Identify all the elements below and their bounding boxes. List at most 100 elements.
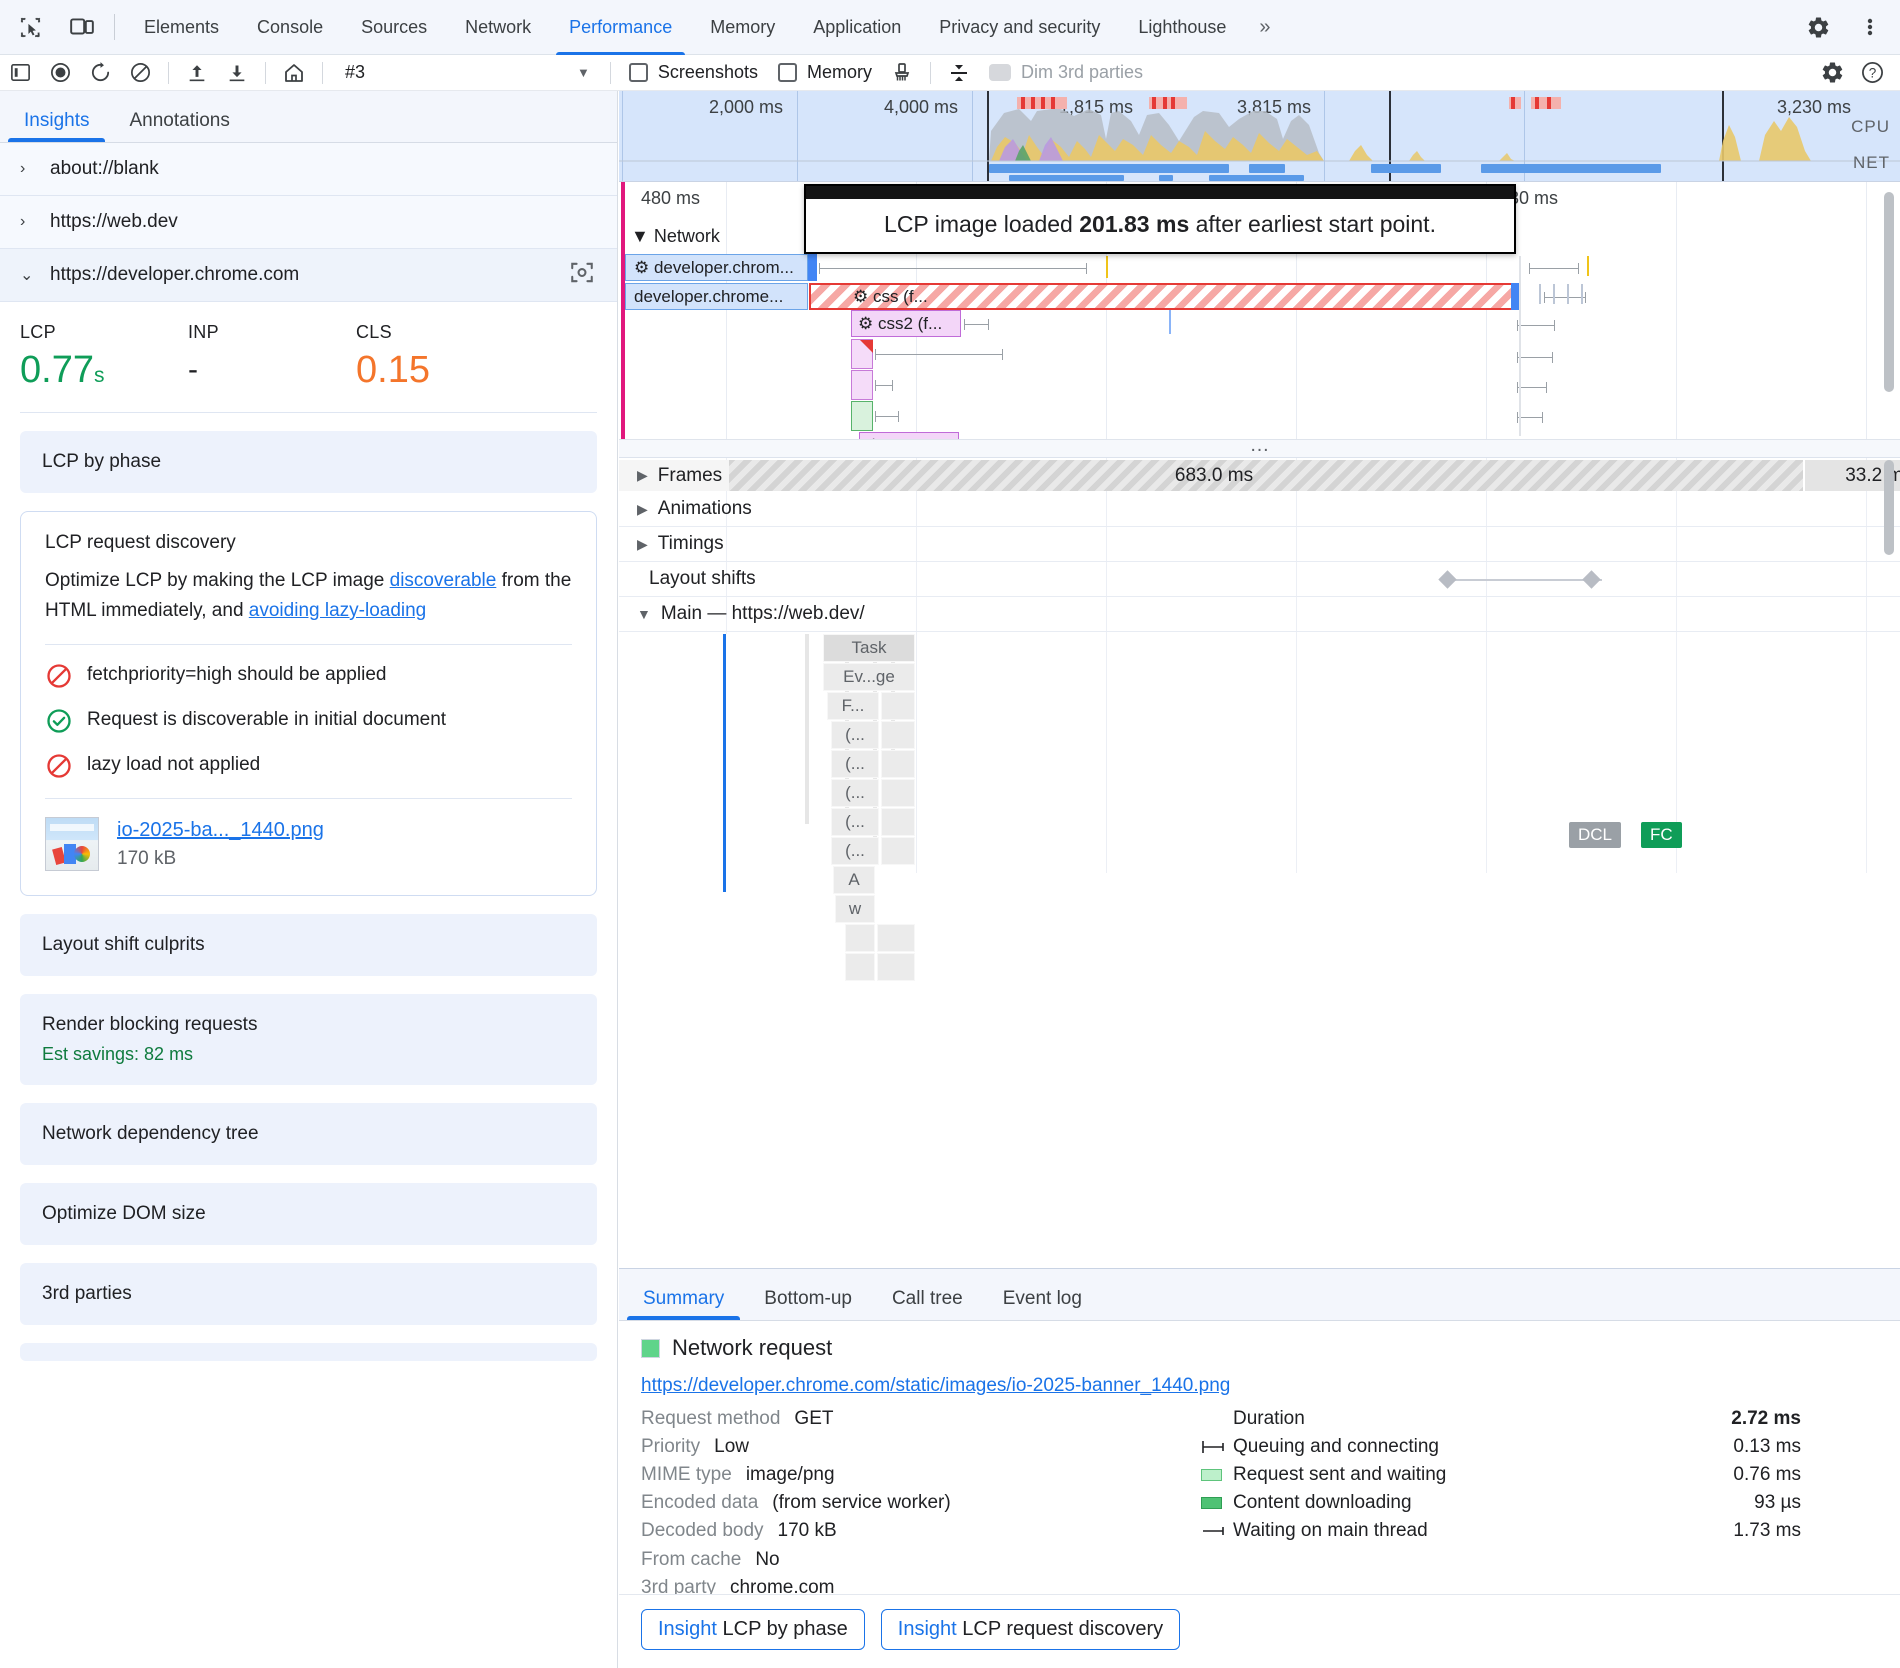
network-event-css[interactable]: ⚙ css (f... (853, 286, 928, 306)
detail-tab-bottom-up[interactable]: Bottom-up (764, 1288, 852, 1309)
track-row-main[interactable]: ▼ Main — https://web.dev/ (619, 597, 1900, 632)
request-url-link[interactable]: https://developer.chrome.com/static/imag… (641, 1375, 1231, 1396)
tab-privacy-and-security[interactable]: Privacy and security (939, 16, 1101, 37)
capture-settings-gear-icon[interactable] (1812, 55, 1852, 91)
avoid-lazy-loading-link[interactable]: avoiding lazy-loading (248, 600, 427, 622)
save-profile-icon[interactable] (217, 55, 257, 91)
collapse-expand-tracks-icon[interactable] (939, 55, 979, 91)
origin-row-web-dev[interactable]: › https://web.dev (0, 196, 617, 249)
sidebar-tab-annotations[interactable]: Annotations (129, 110, 230, 131)
track-row-timings[interactable]: ▶ Timings (619, 527, 1900, 562)
flame-frame[interactable] (881, 692, 915, 720)
insight-network-dependency-tree[interactable]: Network dependency tree (20, 1103, 597, 1166)
insight-render-blocking-requests[interactable]: Render blocking requests Est savings: 82… (20, 994, 597, 1086)
flame-frame[interactable] (845, 924, 875, 952)
origin-row-developer-chrome-com[interactable]: ⌄ https://developer.chrome.com (0, 249, 617, 302)
network-event-css-3[interactable]: ⚙ css (f... (859, 432, 959, 439)
tab-elements[interactable]: Elements (144, 16, 220, 37)
resize-handle[interactable]: … (619, 435, 1900, 458)
discoverable-link[interactable]: discoverable (389, 570, 497, 591)
toggle-sidebar-icon[interactable] (0, 55, 40, 91)
clear-recording-button[interactable] (120, 55, 160, 91)
record-button[interactable] (40, 55, 80, 91)
network-request-row[interactable]: ⚙ developer.chrom... (625, 254, 808, 281)
network-event-bar[interactable] (851, 370, 873, 400)
detail-tab-call-tree[interactable]: Call tree (891, 1288, 963, 1309)
tab-console[interactable]: Console (257, 16, 324, 37)
collect-garbage-icon[interactable] (882, 55, 922, 91)
insight-lcp-by-phase[interactable]: LCP by phase (20, 431, 597, 493)
fcp-badge[interactable]: FC (1641, 822, 1682, 848)
insight-title: 3rd parties (42, 1283, 132, 1305)
settings-gear-icon[interactable] (1796, 5, 1840, 49)
chip-insight-lcp-by-phase[interactable]: Insight LCP by phase (641, 1609, 865, 1650)
tab-network[interactable]: Network (465, 16, 532, 37)
tab-memory[interactable]: Memory (710, 16, 776, 37)
home-icon[interactable] (274, 55, 314, 91)
checkbox-box (628, 63, 648, 82)
load-profile-icon[interactable] (177, 55, 217, 91)
chip-insight-lcp-request-discovery[interactable]: Insight LCP request discovery (880, 1609, 1181, 1650)
flame-frame[interactable]: Ev...ge (823, 663, 915, 691)
more-tabs-icon[interactable]: » (1259, 15, 1271, 38)
timeline-scrollbar[interactable] (1884, 192, 1894, 392)
help-icon[interactable]: ? (1852, 55, 1892, 91)
insight-optimize-dom-size[interactable]: Optimize DOM size (20, 1183, 597, 1246)
dim-3rd-parties-toggle[interactable]: Dim 3rd parties (979, 62, 1153, 83)
lcp-image-filename-link[interactable]: io-2025-ba..._1440.png (117, 818, 324, 841)
flame-frame[interactable]: (... (831, 779, 879, 807)
tab-lighthouse[interactable]: Lighthouse (1138, 16, 1227, 37)
network-band (1249, 164, 1285, 173)
flame-frame[interactable]: A (833, 866, 875, 894)
flame-frame[interactable] (877, 924, 915, 952)
flame-frame[interactable] (881, 721, 915, 749)
metric-name: INP (188, 322, 219, 342)
request-bar (808, 254, 817, 281)
network-track-timeline[interactable]: 480 ms 730 ms ▼ Network ⚙ developer.chro… (619, 181, 1900, 439)
flame-frame[interactable]: (... (831, 721, 879, 749)
flame-frame[interactable] (881, 750, 915, 778)
flame-frame[interactable] (877, 953, 915, 981)
insight-next-partial[interactable] (20, 1343, 597, 1362)
flame-frame[interactable] (881, 808, 915, 836)
insight-3rd-parties[interactable]: 3rd parties (20, 1263, 597, 1326)
flame-frame[interactable]: (... (831, 837, 879, 865)
tab-performance[interactable]: Performance (550, 0, 691, 55)
network-event-css2[interactable]: ⚙ css2 (f... (851, 310, 961, 337)
flame-frame[interactable]: F... (827, 692, 879, 720)
insight-layout-shift-culprits[interactable]: Layout shift culprits (20, 914, 597, 977)
screenshot-target-icon[interactable] (569, 260, 595, 291)
tracks-scrollbar[interactable] (1884, 460, 1894, 555)
tab-application[interactable]: Application (813, 16, 902, 37)
track-row-animations[interactable]: ▶ Animations (619, 492, 1900, 527)
network-group-header[interactable]: ▼ Network (631, 226, 720, 246)
more-options-icon[interactable] (1848, 5, 1892, 49)
tab-sources[interactable]: Sources (361, 16, 428, 37)
flame-frame[interactable] (881, 837, 915, 865)
flame-frame[interactable] (881, 779, 915, 807)
recording-selector-label[interactable]: #3 (345, 62, 366, 82)
track-row-layout-shifts[interactable]: Layout shifts (619, 562, 1900, 597)
sidebar-tab-insights[interactable]: Insights (8, 110, 106, 142)
detail-tab-event-log[interactable]: Event log (1002, 1288, 1082, 1309)
flame-frame[interactable]: (... (831, 808, 879, 836)
record-and-reload-button[interactable] (80, 55, 120, 91)
flame-frame[interactable]: w (835, 895, 875, 923)
frames-band[interactable]: 683.0 ms (625, 460, 1803, 491)
device-toolbar-icon[interactable] (60, 5, 104, 49)
timeline-overview[interactable]: 2,000 ms 4,000 ms 1,815 ms 3,815 ms 3,23… (619, 91, 1900, 181)
track-row-frames[interactable]: ▶ Frames (619, 460, 729, 491)
flame-frame[interactable]: Task (823, 634, 915, 662)
inspect-element-icon[interactable] (8, 5, 52, 49)
request-whisker (875, 349, 1003, 360)
screenshots-checkbox[interactable]: Screenshots (619, 62, 768, 83)
network-event-bar[interactable] (851, 401, 873, 431)
memory-checkbox[interactable]: Memory (768, 62, 882, 83)
origin-row-about-blank[interactable]: › about://blank (0, 143, 617, 196)
network-request-row[interactable]: developer.chrome... (625, 283, 808, 310)
flame-frame[interactable] (845, 953, 875, 981)
flame-frame[interactable]: (... (831, 750, 879, 778)
chevron-down-icon[interactable]: ▼ (577, 65, 590, 80)
detail-tab-summary[interactable]: Summary (627, 1288, 741, 1320)
dcl-badge[interactable]: DCL (1569, 822, 1622, 848)
